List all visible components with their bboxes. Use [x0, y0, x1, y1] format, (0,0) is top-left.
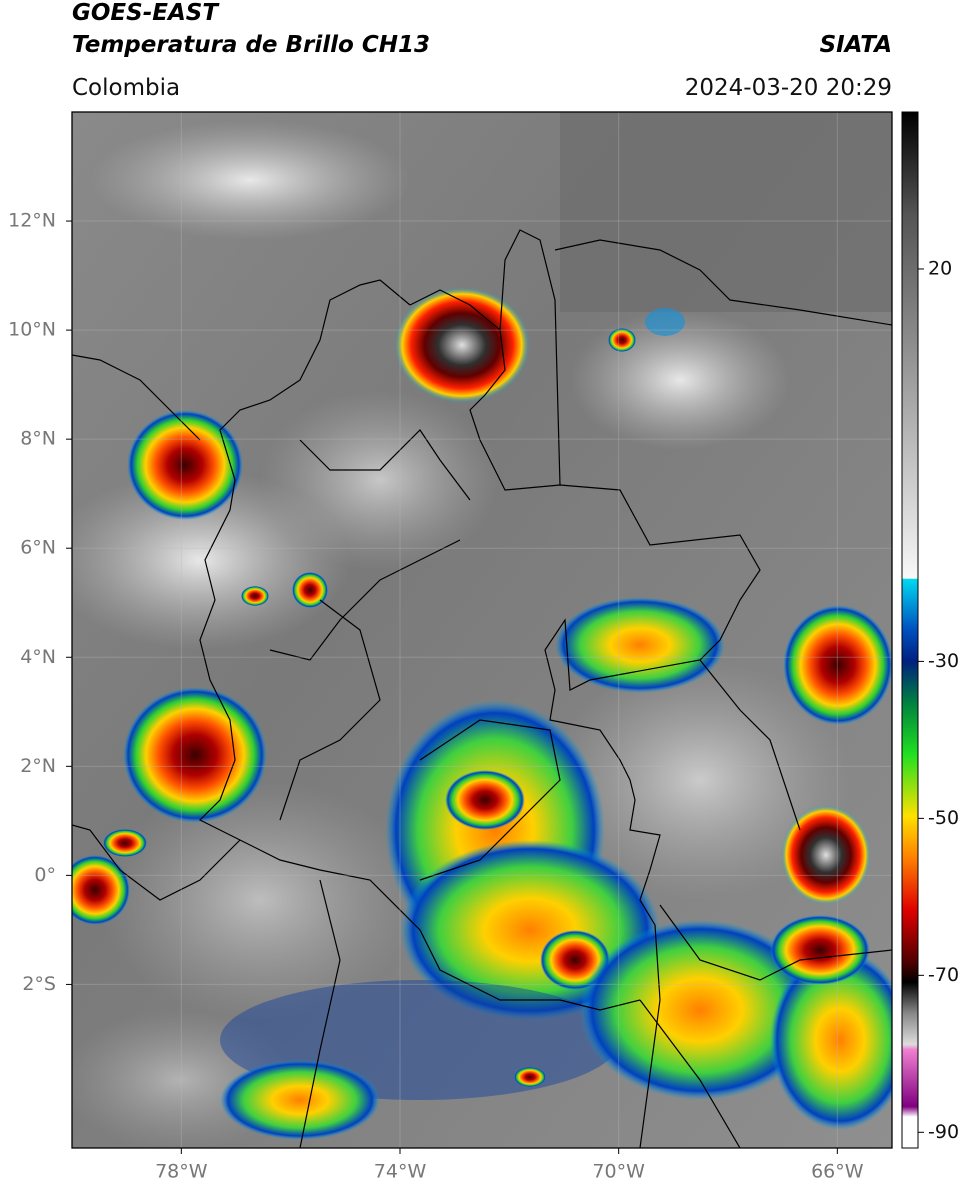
y-tick-label: 8°N [20, 428, 56, 450]
x-tick-label: 66°W [811, 1161, 864, 1183]
subtitle: Temperatura de Brillo CH13 [72, 32, 430, 58]
datetime: 2024-03-20 20:29 [685, 75, 892, 101]
satellite-image [72, 112, 892, 1148]
y-tick-label: 4°N [20, 646, 56, 668]
colorbar-tick-label: -50 [928, 807, 959, 829]
source: SIATA [820, 32, 892, 58]
y-tick-label: 12°N [8, 210, 56, 232]
graticule [72, 112, 892, 1148]
y-tick-label: 2°N [20, 755, 56, 777]
y-tick-label: 10°N [8, 319, 56, 341]
x-tick-label: 78°W [155, 1161, 208, 1183]
colorbar-tick-label: 20 [928, 257, 952, 279]
y-tick-label: 6°N [20, 537, 56, 559]
y-tick-label: 0° [34, 864, 56, 886]
x-tick-label: 74°W [374, 1161, 427, 1183]
colorbar-tick-label: -70 [928, 964, 959, 986]
ticks: 78°W 74°W 70°W 66°W 12°N 10°N 8°N 6°N 4°N 2°N 0° 2°… [8, 210, 959, 1183]
title: GOES-EAST [72, 0, 220, 26]
y-tick-label: 2°S [22, 973, 56, 995]
colorbar-tick-label: -90 [928, 1121, 959, 1143]
x-tick-label: 70°W [592, 1161, 645, 1183]
region: Colombia [72, 75, 180, 101]
colorbar [901, 111, 919, 1149]
borders [72, 229, 892, 1148]
colorbar-tick-label: -30 [928, 650, 959, 672]
map-frame [71, 111, 893, 1149]
